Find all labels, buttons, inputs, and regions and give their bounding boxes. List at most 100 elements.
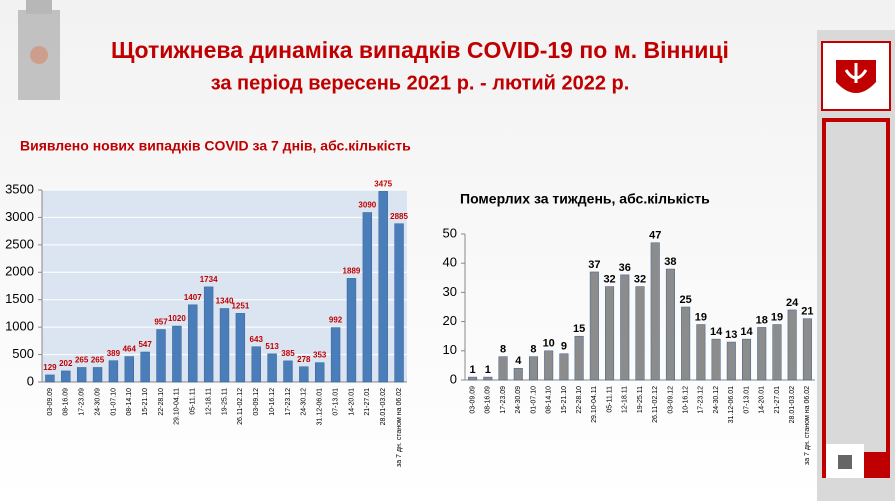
bar xyxy=(574,335,584,381)
bar xyxy=(330,327,341,383)
x-tick-label: 19-25.11 xyxy=(637,386,644,413)
value-label: 1020 xyxy=(168,314,186,323)
y-tick-label: 3500 xyxy=(5,181,34,196)
value-label: 14 xyxy=(740,326,753,338)
bar xyxy=(172,325,182,383)
value-label: 957 xyxy=(154,318,168,327)
y-tick-label: 30 xyxy=(443,284,457,299)
value-label: 643 xyxy=(250,335,264,344)
bar xyxy=(188,304,198,383)
x-tick-label: 22-28.10 xyxy=(576,386,583,414)
bar xyxy=(203,286,214,383)
value-label: 129 xyxy=(43,363,57,372)
bar xyxy=(711,338,721,381)
bar xyxy=(742,338,752,381)
x-tick-label: 24-30.09 xyxy=(94,388,101,416)
bar xyxy=(140,351,150,383)
value-label: 24 xyxy=(786,297,799,309)
x-tick-label: 28.01-03.02 xyxy=(789,386,796,423)
y-tick-label: 0 xyxy=(27,373,34,388)
value-label: 278 xyxy=(297,355,311,364)
value-label: 15 xyxy=(573,323,585,335)
bar xyxy=(483,376,493,381)
value-label: 2885 xyxy=(390,212,408,221)
x-tick-label: 08-14.10 xyxy=(126,388,133,416)
y-tick-label: 40 xyxy=(443,255,457,270)
value-label: 8 xyxy=(530,344,536,356)
bar xyxy=(108,360,119,383)
bar xyxy=(589,271,599,381)
value-label: 385 xyxy=(281,349,295,358)
x-tick-label: 21-27.01 xyxy=(774,386,781,414)
value-label: 37 xyxy=(588,259,600,271)
x-tick-label: 17-23.12 xyxy=(285,388,292,416)
bar xyxy=(559,353,569,381)
bar xyxy=(156,329,166,383)
value-label: 1251 xyxy=(231,301,249,310)
x-tick-label: 21-27.01 xyxy=(364,388,371,416)
bar xyxy=(726,341,736,381)
value-label: 38 xyxy=(664,256,676,268)
x-tick-label: 24-30.12 xyxy=(301,388,308,416)
bar xyxy=(468,376,478,381)
sidebar xyxy=(817,30,895,501)
x-tick-label: 19-25.11 xyxy=(221,388,228,415)
bar xyxy=(787,309,797,381)
value-label: 547 xyxy=(138,340,152,349)
x-tick-label: 15-21.10 xyxy=(561,386,568,414)
value-label: 992 xyxy=(329,316,343,325)
x-tick-label: 03-09.09 xyxy=(469,386,476,414)
value-label: 47 xyxy=(649,230,661,242)
value-label: 389 xyxy=(107,349,121,358)
value-label: 36 xyxy=(619,262,631,274)
value-label: 464 xyxy=(123,345,137,354)
x-tick-label: 01-07.10 xyxy=(110,388,117,416)
y-tick-label: 2000 xyxy=(5,264,34,279)
value-label: 1 xyxy=(470,364,476,376)
x-tick-label: 05-11.11 xyxy=(190,388,197,415)
x-tick-label: 05-11.11 xyxy=(606,386,613,413)
x-tick-label: 01-07.10 xyxy=(530,386,537,414)
bar xyxy=(620,274,630,381)
y-tick-label: 3000 xyxy=(5,209,34,224)
value-label: 19 xyxy=(771,311,783,323)
y-tick-label: 500 xyxy=(12,346,34,361)
bar xyxy=(681,306,691,381)
x-tick-label: 14-20.01 xyxy=(348,388,355,416)
bar xyxy=(283,360,293,383)
x-tick-label: 03-09.09 xyxy=(47,388,54,416)
bar xyxy=(124,356,134,383)
x-tick-label: 03-09.12 xyxy=(253,388,260,416)
value-label: 21 xyxy=(801,306,813,318)
y-tick-label: 0 xyxy=(450,371,457,386)
value-label: 3090 xyxy=(358,201,376,210)
bar xyxy=(378,191,388,383)
bar xyxy=(315,362,325,383)
x-tick-label: 03-09.12 xyxy=(667,386,674,414)
x-tick-label: 12-18.11 xyxy=(622,386,629,413)
chart-title: Виявлено нових випадків COVID за 7 днів,… xyxy=(20,138,411,154)
x-tick-label: за 7 дн. станом на 06.02 xyxy=(804,386,811,465)
bar xyxy=(802,318,812,381)
x-tick-label: 17-23.09 xyxy=(500,386,507,414)
x-tick-label: 17-23.09 xyxy=(79,388,86,416)
bar xyxy=(61,370,71,383)
bar xyxy=(299,366,309,383)
x-tick-label: 29.10-04.11 xyxy=(174,388,181,425)
value-label: 32 xyxy=(603,273,615,285)
value-label: 3475 xyxy=(374,179,392,188)
x-tick-label: 08-16.09 xyxy=(63,388,70,416)
value-label: 13 xyxy=(725,329,737,341)
y-tick-label: 2500 xyxy=(5,236,34,251)
bar xyxy=(635,286,645,381)
value-label: 19 xyxy=(695,311,707,323)
x-tick-label: за 7 дн. станом на 06.02 xyxy=(396,388,403,467)
value-label: 8 xyxy=(500,344,506,356)
x-tick-label: 07-13.01 xyxy=(332,388,339,416)
x-tick-label: 22-28.10 xyxy=(158,388,165,416)
value-label: 513 xyxy=(265,342,279,351)
bar xyxy=(251,346,261,383)
x-tick-label: 31.12-06.01 xyxy=(728,386,735,423)
value-label: 265 xyxy=(75,356,89,365)
